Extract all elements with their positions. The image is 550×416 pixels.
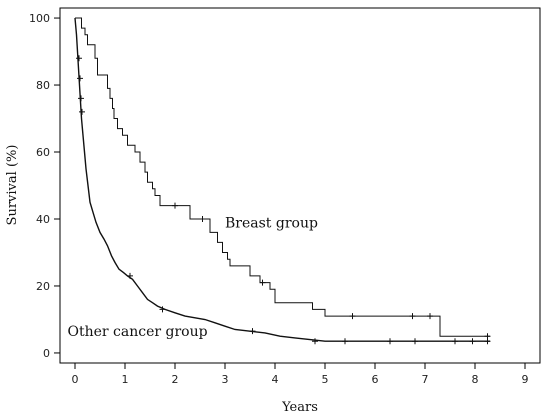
censor-mark-other-cancer (159, 306, 166, 313)
y-axis-title: Survival (%) (5, 145, 20, 226)
y-tick-label: 80 (36, 79, 50, 92)
censor-mark-breast (259, 279, 266, 286)
censor-mark-other-cancer (127, 272, 133, 279)
x-axis-title: Years (281, 400, 318, 415)
series-line-other-cancer (74, 17, 490, 342)
censor-mark-other-cancer (312, 338, 318, 345)
censor-mark-other-cancer (342, 338, 348, 345)
censor-mark-other-cancer (412, 338, 418, 345)
x-tick-label: 4 (272, 373, 279, 386)
y-tick-label: 100 (29, 12, 50, 25)
plot-frame (59, 7, 541, 364)
x-tick-label: 0 (72, 373, 79, 386)
censor-mark-breast (484, 333, 491, 340)
x-axis: 0 1 2 3 4 5 6 7 8 9 (72, 363, 529, 386)
y-tick-label: 60 (36, 146, 50, 159)
y-axis: 0 20 40 60 80 100 (29, 12, 60, 360)
x-tick-label: 3 (222, 373, 229, 386)
censor-mark-other-cancer (77, 75, 83, 82)
series-label-other-cancer: Other cancer group (68, 324, 208, 340)
series-layer (74, 17, 491, 345)
censor-mark-breast (172, 202, 178, 209)
censor-mark-other-cancer (452, 338, 458, 345)
censor-mark-other-cancer (387, 338, 393, 345)
censor-mark-other-cancer (249, 328, 256, 335)
y-tick-label: 0 (43, 347, 50, 360)
y-tick-label: 20 (36, 280, 50, 293)
x-tick-label: 6 (372, 373, 379, 386)
x-tick-label: 7 (422, 373, 429, 386)
x-tick-label: 5 (322, 373, 329, 386)
censor-mark-breast (199, 215, 206, 222)
x-tick-label: 8 (472, 373, 479, 386)
x-tick-label: 9 (522, 373, 529, 386)
censor-mark-breast (409, 313, 416, 320)
censor-mark-other-cancer (469, 338, 476, 345)
series-line-breast (75, 17, 490, 337)
x-tick-label: 1 (122, 373, 129, 386)
censor-mark-breast (349, 313, 356, 320)
censor-mark-other-cancer (78, 95, 84, 102)
censor-mark-other-cancer (76, 55, 82, 62)
censor-mark-breast (427, 313, 433, 320)
x-tick-label: 2 (172, 373, 179, 386)
series-label-breast: Breast group (225, 215, 318, 231)
censor-mark-other-cancer (484, 338, 491, 345)
y-tick-label: 40 (36, 213, 50, 226)
censor-mark-other-cancer (79, 108, 85, 115)
